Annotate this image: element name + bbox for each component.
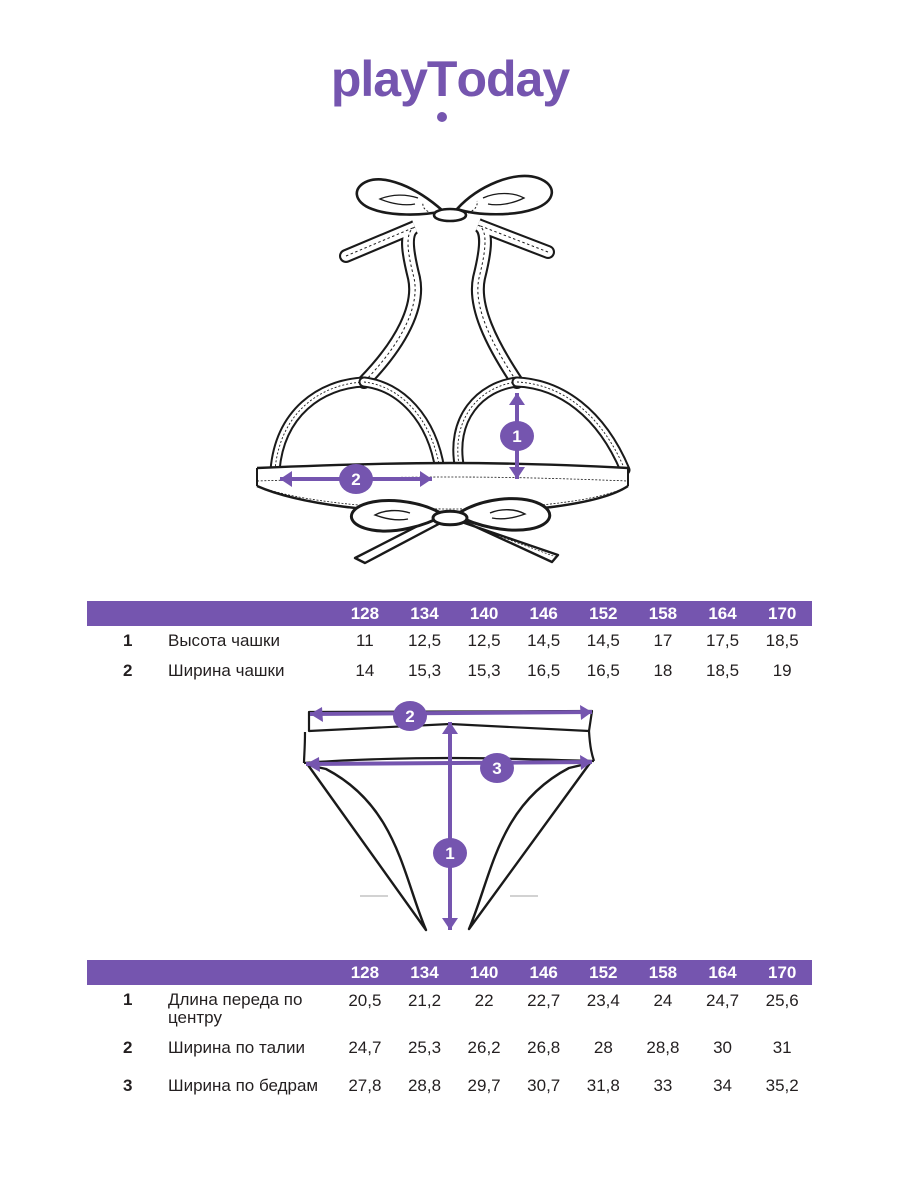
svg-text:3: 3 <box>492 759 501 778</box>
svg-text:1: 1 <box>445 844 454 863</box>
svg-text:2: 2 <box>351 470 360 489</box>
svg-text:2: 2 <box>405 707 414 726</box>
svg-text:1: 1 <box>512 427 521 446</box>
